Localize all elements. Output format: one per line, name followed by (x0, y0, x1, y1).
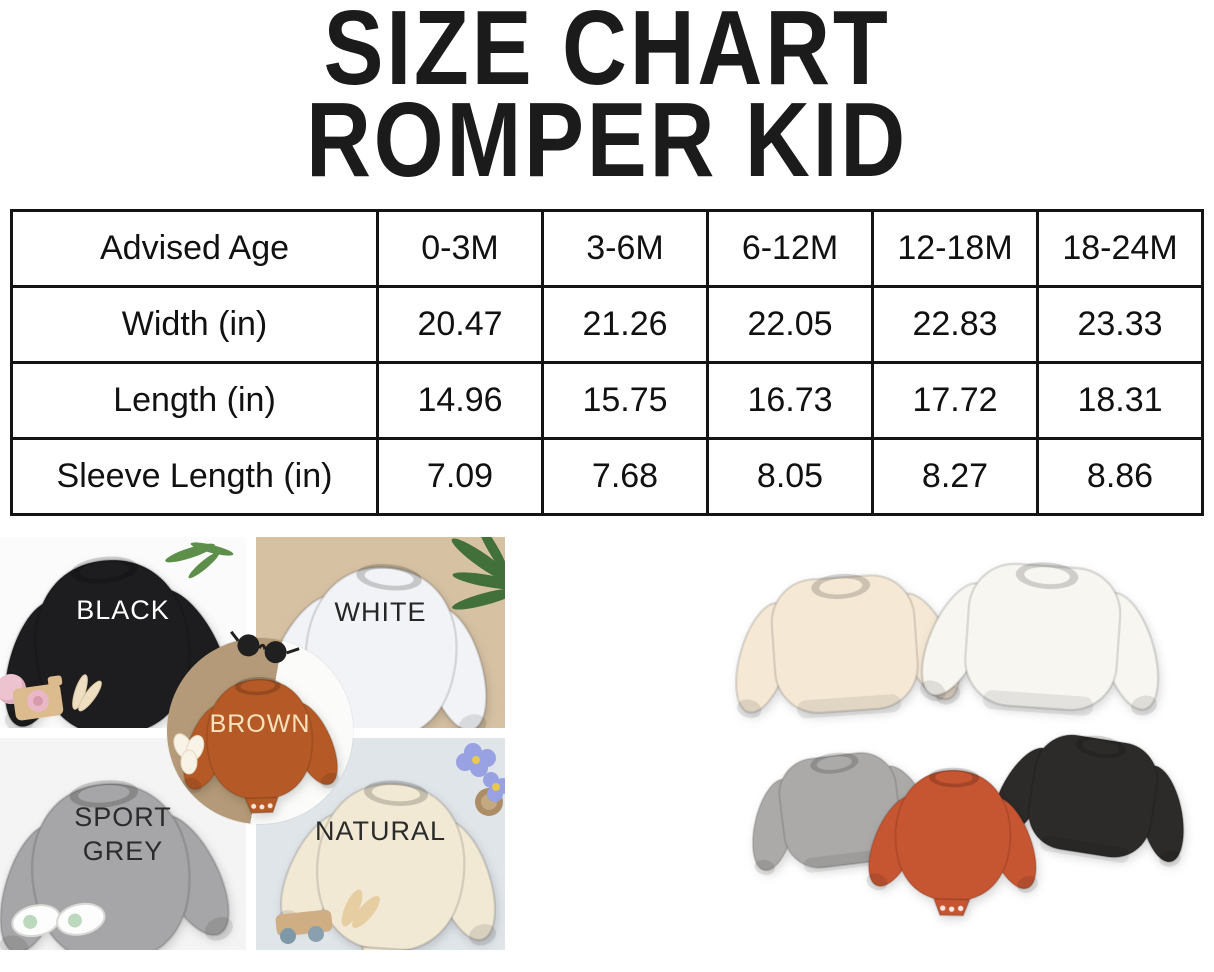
size-chart-title: SIZE CHART ROMPER KID (0, 0, 1214, 200)
wooden-toy-icon (12, 674, 102, 721)
title-line-1: SIZE CHART (323, 0, 891, 108)
wooden-toy-icon (275, 889, 380, 944)
color-label-natural: NATURAL (314, 816, 447, 846)
table-cell: 7.68 (541, 437, 709, 516)
table-row-length: Length (in) 14.96 15.75 16.73 17.72 18.3… (10, 361, 1204, 440)
color-photo-brown-circle: BROWN (167, 638, 353, 824)
table-row-width: Width (in) 20.47 21.26 22.05 22.83 23.33 (10, 285, 1204, 364)
row-label: Sleeve Length (in) (10, 437, 379, 516)
column-header: 18-24M (1036, 209, 1204, 288)
product-collage (620, 535, 1214, 972)
color-label-grey: GREY (82, 836, 164, 866)
column-header: Advised Age (10, 209, 379, 288)
baby-slippers-icon (11, 902, 106, 938)
color-gallery: BLACK WHITE SPORT (0, 537, 505, 950)
row-label: Width (in) (10, 285, 379, 364)
table-cell: 15.75 (541, 361, 709, 440)
table-cell: 21.26 (541, 285, 709, 364)
palm-leaf-icon (451, 537, 505, 610)
color-label-brown: BROWN (209, 710, 311, 738)
table-cell: 8.05 (706, 437, 874, 516)
table-cell: 8.86 (1036, 437, 1204, 516)
column-header: 12-18M (871, 209, 1039, 288)
leaf-icon (165, 542, 234, 579)
color-label-black: BLACK (76, 595, 170, 625)
table-cell: 18.31 (1036, 361, 1204, 440)
table-cell: 16.73 (706, 361, 874, 440)
size-table: Advised Age 0-3M 3-6M 6-12M 12-18M 18-24… (10, 209, 1204, 516)
table-cell: 7.09 (376, 437, 544, 516)
color-photo-black: BLACK (0, 537, 246, 728)
table-row-sleeve-length: Sleeve Length (in) 7.09 7.68 8.05 8.27 8… (10, 437, 1204, 516)
sunglasses-icon (230, 630, 300, 664)
column-header: 6-12M (706, 209, 874, 288)
column-header: 3-6M (541, 209, 709, 288)
table-cell: 8.27 (871, 437, 1039, 516)
title-line-2: ROMPER KID (305, 80, 909, 200)
orange-romper-graphic (862, 745, 1045, 920)
table-cell: 17.72 (871, 361, 1039, 440)
row-label: Length (in) (10, 361, 379, 440)
flowers-icon (456, 743, 505, 816)
table-cell: 14.96 (376, 361, 544, 440)
table-cell: 20.47 (376, 285, 544, 364)
color-label-white: WHITE (334, 597, 427, 627)
table-cell: 22.83 (871, 285, 1039, 364)
table-header-row: Advised Age 0-3M 3-6M 6-12M 12-18M 18-24… (10, 209, 1204, 288)
table-cell: 23.33 (1036, 285, 1204, 364)
table-cell: 22.05 (706, 285, 874, 364)
white-flower-icon (173, 733, 205, 775)
column-header: 0-3M (376, 209, 544, 288)
color-label-sport: SPORT (74, 802, 172, 832)
